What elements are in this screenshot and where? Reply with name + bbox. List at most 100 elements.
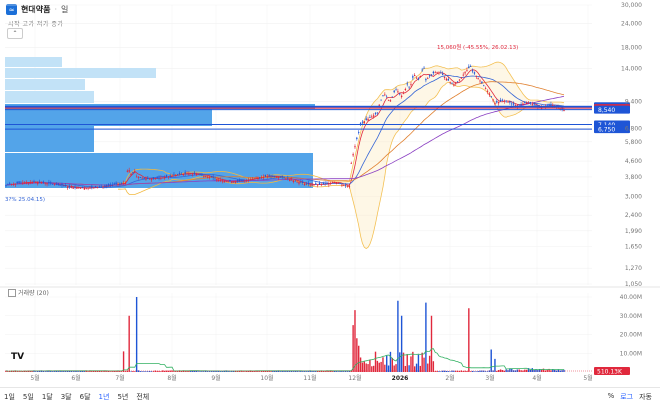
candle-body [443,76,446,78]
volume-bar [533,369,535,372]
candle-body [525,102,528,104]
candle-body [503,100,505,102]
volume-bar [374,351,377,372]
volume-bar [195,370,198,372]
volume-bar [425,302,427,372]
volume-bar [430,315,433,372]
volume-bar [386,355,388,372]
candle-body [68,186,71,187]
candle-body [156,177,158,179]
bollinger-fill [341,62,564,249]
volume-tag-box [594,367,630,375]
candle-body [331,181,334,183]
volume-bar [270,371,272,372]
bollinger-upper [117,61,565,185]
volume-bar [102,371,104,372]
volume-bar [199,371,201,372]
candle-body [438,72,440,74]
volume-bar [449,371,451,372]
volume-bar [296,370,298,372]
candle-body [441,73,444,75]
stock-name[interactable]: 현대약품 [21,5,51,14]
volume-bar [100,370,102,372]
volume-bar [352,325,354,372]
price-tags: 8,8808,8708,8058,6908,5407,1406,750 [594,102,630,133]
range-button-5[interactable]: 1년 [98,393,110,401]
time-tick-label: 7월 [115,374,124,382]
candle-body [550,103,552,105]
candle-body [246,180,248,182]
volume-bar [242,370,244,372]
volume-bar [253,370,255,372]
volume-profile-bar [5,91,94,103]
candle-body [74,187,76,189]
candle-body [283,177,285,179]
range-button-2[interactable]: 1달 [41,393,53,401]
volume-bar [501,370,504,372]
volume-bar [529,369,532,372]
price-tick-label: 18,000 [621,45,642,52]
candle-body [477,78,479,80]
candle-body [135,176,138,178]
volume-bar [522,370,524,372]
percent-scale-button[interactable]: % [607,392,615,400]
candle-body [229,179,231,182]
high-annotation: 15,060원 (-45.55%, 26.02.13) [437,43,518,51]
volume-bar [415,363,418,372]
volume-bar [106,371,108,372]
volume-bar [122,351,125,372]
candle-body [365,118,367,121]
volume-bar [363,361,366,372]
candle-body [128,170,130,172]
candle-body [449,82,451,84]
volume-bar [145,371,147,372]
volume-bar [130,371,132,372]
volume-bar [509,368,511,372]
candle-body [61,183,63,186]
volume-bar [70,370,73,372]
volume-bar [236,371,239,372]
candle-body [234,181,237,183]
range-button-3[interactable]: 3달 [60,393,72,401]
volume-bar [292,371,295,372]
candle-body [18,181,20,183]
volume-bar [96,371,99,372]
candle-body [100,186,102,188]
low-annotation: 3?% 25.04.15) [5,197,45,203]
volume-bar [453,370,455,372]
candle-body [451,83,453,85]
candle-body [425,79,427,81]
collapse-legend-button[interactable]: ⌃ [7,28,23,39]
candle-body [533,104,535,106]
candle-body [107,184,110,186]
time-tick-label: 2월 [445,374,454,382]
auto-scale-button[interactable]: 자동 [639,393,652,401]
candle-body [160,177,162,179]
volume-bar [132,371,134,372]
candle-body [300,181,302,183]
volume-bar [147,371,149,372]
volume-bar [31,370,33,372]
volume-bar [525,369,528,372]
candle-body [109,184,112,186]
range-button-1[interactable]: 5일 [22,393,34,401]
volume-indicator-legend[interactable]: 거래량 (20) [8,288,49,297]
candle-body [175,174,177,176]
volume-bar [322,370,324,372]
time-tick-label: 10월 [260,374,273,382]
range-button-6[interactable]: 5년 [117,393,129,401]
log-scale-button[interactable]: 로그 [620,393,634,401]
volume-bar [298,371,300,372]
volume-bar [117,370,119,372]
volume-bar [428,355,431,372]
indicator-toggle-icon[interactable] [8,288,16,297]
range-button-4[interactable]: 6달 [79,393,91,401]
volume-bar [165,370,168,372]
volume-bar [455,370,457,372]
candle-body [374,113,377,115]
range-button-0[interactable]: 1일 [4,393,15,401]
range-button-7[interactable]: 전체 [136,393,150,401]
interval-label[interactable]: 일 [61,5,69,14]
volume-bar [275,370,278,372]
